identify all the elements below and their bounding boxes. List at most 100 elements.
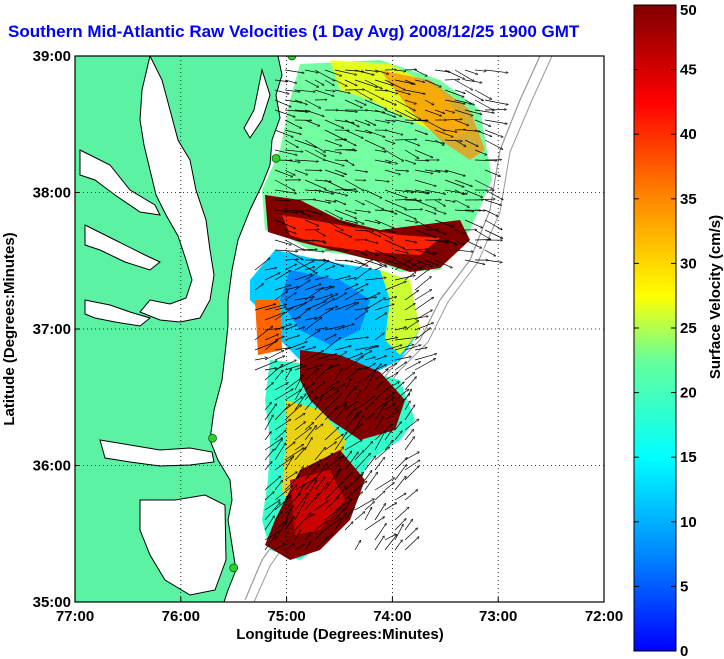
velocity-arrow: [294, 422, 306, 431]
velocity-arrow: [384, 534, 396, 541]
velocity-arrow: [394, 337, 418, 341]
velocity-arrow: [444, 69, 465, 79]
velocity-arrow: [474, 129, 492, 137]
velocity-arrow: [314, 394, 324, 411]
velocity-arrow: [344, 401, 358, 411]
velocity-arrow: [364, 229, 381, 237]
colorbar-tick-label: 30: [680, 255, 697, 272]
velocity-arrow: [304, 514, 314, 521]
velocity-arrow: [324, 199, 336, 202]
velocity-arrow: [384, 297, 397, 301]
velocity-arrow: [364, 441, 373, 451]
velocity-arrow: [284, 335, 300, 341]
rappahannock-river: [84, 224, 161, 271]
velocity-arrow: [364, 363, 376, 371]
velocity-arrow: [304, 139, 326, 152]
velocity-arrow: [274, 307, 294, 321]
velocity-arrow: [314, 286, 332, 291]
velocity-arrow: [324, 471, 339, 491]
velocity-arrow: [404, 466, 419, 481]
velocity-arrow: [294, 259, 315, 272]
velocity-arrow: [344, 159, 354, 165]
velocity-arrow: [394, 519, 406, 531]
velocity-arrow: [474, 210, 485, 211]
velocity-arrow: [284, 476, 299, 491]
velocity-arrow: [284, 325, 297, 331]
velocity-arrow: [404, 189, 429, 194]
velocity-arrow: [254, 358, 267, 361]
velocity-arrow: [354, 268, 371, 281]
velocity-arrow: [284, 287, 299, 291]
velocity-arrow: [354, 416, 363, 431]
velocity-arrow: [394, 344, 414, 351]
velocity-arrow: [344, 507, 355, 521]
velocity-arrow: [354, 249, 367, 255]
velocity-arrow: [404, 239, 417, 243]
velocity-arrow: [354, 512, 365, 521]
velocity-arrow: [464, 219, 483, 228]
velocity-arrow: [404, 120, 427, 121]
velocity-arrow: [334, 89, 350, 93]
velocity-arrow: [414, 229, 436, 238]
velocity-arrow: [304, 267, 315, 271]
velocity-arrow: [374, 229, 393, 239]
velocity-arrow: [374, 503, 386, 521]
velocity-arrow: [434, 199, 446, 206]
velocity-arrow: [324, 381, 339, 391]
velocity-arrow: [414, 69, 427, 76]
y-tick-label: 35:00: [33, 594, 71, 611]
velocity-arrow: [384, 410, 399, 421]
velocity-arrow: [404, 272, 416, 281]
velocity-arrow: [294, 249, 317, 250]
velocity-arrow: [274, 109, 295, 117]
velocity-arrow: [404, 528, 418, 541]
velocity-arrow: [464, 239, 482, 248]
velocity-arrow: [384, 239, 405, 249]
velocity-arrow: [384, 404, 395, 411]
velocity-arrow: [404, 89, 425, 94]
velocity-arrow: [334, 346, 351, 351]
velocity-arrow: [404, 452, 419, 461]
chesapeake-bay: [139, 56, 215, 323]
velocity-arrow: [414, 348, 427, 351]
velocity-arrow: [324, 149, 342, 153]
velocity-arrow: [294, 444, 304, 451]
velocity-arrow: [404, 401, 410, 411]
velocity-arrow: [324, 129, 346, 141]
velocity-arrow: [274, 458, 292, 471]
velocity-arrow: [414, 249, 435, 254]
velocity-arrow: [354, 381, 360, 391]
velocity-arrow: [484, 69, 508, 73]
velocity-arrow: [304, 330, 320, 341]
velocity-arrow: [384, 79, 405, 90]
velocity-arrow: [364, 69, 378, 72]
velocity-arrow: [414, 358, 436, 371]
velocity-arrow: [284, 89, 300, 92]
velocity-arrow: [364, 293, 380, 301]
velocity-arrow: [404, 437, 415, 451]
velocity-arrow: [404, 377, 416, 391]
velocity-arrow: [394, 507, 409, 521]
velocity-arrow: [304, 318, 317, 321]
velocity-arrow: [304, 209, 322, 215]
velocity-arrow: [384, 373, 398, 381]
velocity-arrow: [394, 476, 406, 491]
velocity-arrow: [364, 507, 372, 521]
velocity-arrow: [384, 393, 395, 401]
velocity-arrow: [474, 229, 491, 240]
velocity-arrow: [344, 278, 356, 281]
velocity-arrow: [484, 169, 501, 176]
velocity-arrow: [484, 229, 503, 239]
velocity-arrow: [424, 259, 438, 265]
velocity-arrow: [344, 486, 360, 501]
velocity-arrow: [434, 229, 446, 234]
velocity-arrow: [324, 359, 338, 360]
velocity-arrow: [334, 209, 357, 219]
velocity-arrow: [444, 119, 462, 120]
velocity-arrow: [384, 119, 395, 121]
velocity-arrow: [254, 284, 264, 291]
velocity-arrow: [464, 189, 483, 197]
velocity-arrow: [364, 346, 379, 351]
velocity-arrow: [264, 402, 271, 411]
velocity-arrow: [344, 409, 354, 421]
